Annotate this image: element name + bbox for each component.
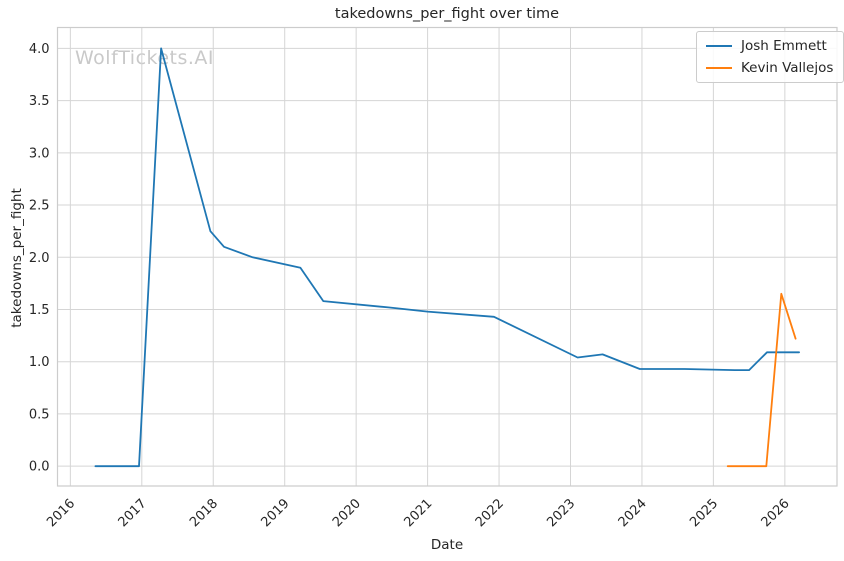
y-tick-label: 1.0	[29, 355, 50, 370]
x-tick-label: 2025	[687, 496, 721, 530]
legend-item-label: Josh Emmett	[741, 38, 827, 54]
x-tick-label: 2017	[116, 496, 150, 530]
x-tick-label: 2018	[187, 496, 221, 530]
legend-item-kevin-vallejos: Kevin Vallejos	[706, 60, 833, 76]
x-tick-label: 2021	[401, 496, 435, 530]
plot-border	[56, 26, 838, 487]
y-tick-label: 0.0	[29, 460, 50, 475]
legend-box: Josh Emmett Kevin Vallejos	[696, 31, 844, 83]
watermark-text: WolfTickets.AI	[75, 47, 215, 69]
y-tick-label: 1.5	[29, 303, 50, 318]
y-tick-label: 3.5	[29, 94, 50, 109]
chart-title: takedowns_per_fight over time	[334, 6, 560, 22]
x-tick-label: 2022	[473, 496, 507, 530]
x-tick-label: 2020	[330, 496, 364, 530]
y-axis-label: takedowns_per_fight	[9, 188, 25, 328]
legend-item-josh-emmett: Josh Emmett	[706, 38, 833, 54]
series-line-josh-emmett	[94, 47, 800, 468]
legend-line-sample	[706, 45, 732, 47]
x-tick-label: 2023	[544, 496, 578, 530]
legend-item-label: Kevin Vallejos	[741, 60, 834, 76]
legend-line-sample	[706, 67, 732, 69]
y-tick-label: 4.0	[29, 42, 50, 57]
x-axis-label: Date	[430, 537, 464, 553]
series-line-kevin-vallejos	[726, 292, 797, 468]
x-tick-label: 2024	[616, 496, 650, 530]
y-tick-label: 0.5	[29, 407, 50, 422]
y-tick-label: 2.0	[29, 251, 50, 266]
x-tick-label: 2026	[759, 496, 793, 530]
y-tick-label: 3.0	[29, 146, 50, 161]
y-tick-label: 2.5	[29, 199, 50, 214]
x-tick-label: 2019	[259, 496, 293, 530]
x-tick-label: 2016	[44, 496, 78, 530]
